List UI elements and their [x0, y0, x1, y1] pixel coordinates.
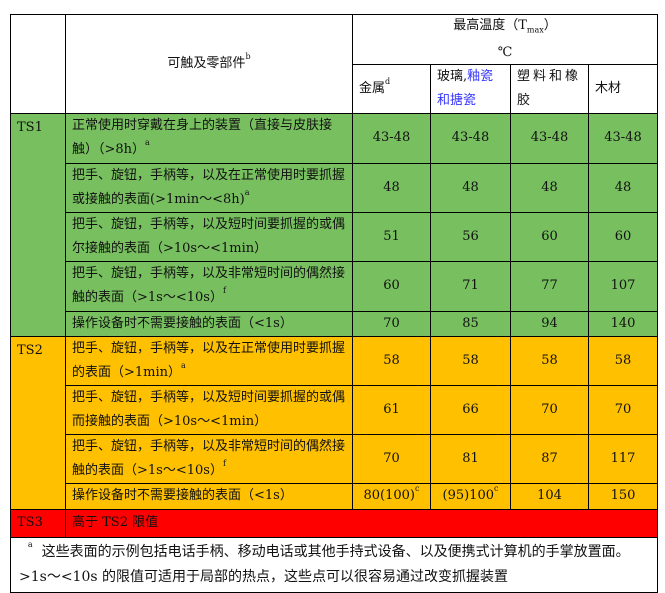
material-wood: 木材	[588, 63, 658, 114]
ts3-row: TS3 高于 TS2 限值	[10, 508, 658, 538]
temp-value: 58	[352, 335, 431, 386]
temp-value: 48	[588, 162, 658, 213]
table-row: TS1 正常使用时穿戴在身上的装置（直接与皮肤接触）（>8h）a 43-48 43-4…	[10, 112, 658, 337]
temp-value: 43-48	[352, 112, 431, 164]
temp-value: 48	[430, 162, 511, 213]
temp-value: 70	[510, 384, 589, 435]
temp-value: 70	[352, 310, 431, 337]
temp-value: 94	[510, 310, 589, 337]
table-row: 把手、旋钮，手柄等，以及在正常使用时要抓握或接触的表面(>1min～<8h)a 4…	[11, 162, 658, 213]
temp-value: 107	[588, 260, 658, 312]
temp-value: 71	[430, 260, 511, 312]
footnote: a 这些表面的示例包括电话手柄、移动电话或其他手持式设备、以及便携式计算机的手掌…	[10, 536, 658, 593]
temp-value: 61	[352, 384, 431, 435]
temp-value: 58	[510, 335, 589, 386]
temp-value: 48	[510, 162, 589, 213]
temp-value: 60	[588, 211, 658, 262]
tmax-header: 最高温度（Tmax） ℃	[352, 14, 658, 65]
temp-value: 70	[352, 433, 431, 484]
temp-value: 104	[510, 482, 589, 510]
temp-value: 80(100)c	[352, 482, 431, 510]
part-desc: 把手、旋钮，手柄等，以及非常短时间的偶然接触的表面（>1s～<10s）f	[65, 433, 353, 484]
temp-value: 87	[510, 433, 589, 484]
temp-value: 58	[588, 335, 658, 386]
temp-value: (95)100c	[430, 482, 511, 510]
temp-value: 85	[430, 310, 511, 337]
temp-value: 43-48	[588, 112, 658, 164]
part-desc: 操作设备时不需要接触的表面（<1s）	[65, 310, 353, 337]
temp-value: 43-48	[430, 112, 511, 164]
table-row: TS2 把手、旋钮，手柄等，以及在正常使用时要抓握的表面（>1min）a 58 58 5…	[10, 335, 658, 510]
table-row: 操作设备时不需要接触的表面（<1s） 80(100)c (95)100c 104 150	[11, 482, 658, 510]
level-label: TS3	[10, 508, 66, 538]
level-label: TS1	[10, 112, 66, 337]
level-header-cell	[10, 14, 66, 114]
temp-value: 70	[588, 384, 658, 435]
temp-value: 81	[430, 433, 511, 484]
part-desc: 把手、旋钮，手柄等，以及在正常使用时要抓握或接触的表面(>1min～<8h)a	[65, 162, 353, 213]
temp-value: 51	[352, 211, 431, 262]
material-glass: 玻璃,釉瓷和搪瓷	[430, 63, 511, 114]
part-desc: 把手、旋钮，手柄等，以及在正常使用时要抓握的表面（>1min）a	[65, 335, 353, 386]
unit-label: ℃	[497, 44, 513, 60]
part-desc: 操作设备时不需要接触的表面（<1s）	[65, 482, 353, 510]
part-desc: 把手、旋钮，手柄等，以及短时间要抓握的或偶尔接触的表面（>10s～<1min）	[65, 211, 353, 262]
level-label: TS2	[10, 335, 66, 510]
table-row: 操作设备时不需要接触的表面（<1s） 70 85 94 140	[11, 310, 658, 337]
temp-value: 58	[430, 335, 511, 386]
ts3-desc: 高于 TS2 限值	[65, 508, 658, 538]
temp-value: 150	[588, 482, 658, 510]
table-row: 把手、旋钮，手柄等，以及短时间要抓握的或偶而接触的表面（>10s～<1min） 6…	[11, 384, 658, 435]
table-row: 把手、旋钮，手柄等，以及短时间要抓握的或偶尔接触的表面（>10s～<1min） 5…	[11, 211, 658, 262]
temperature-limits-table: 可触及零部件b 最高温度（Tmax） ℃ 金属d 玻璃,釉瓷和搪瓷 塑料和橡胶 …	[10, 14, 658, 593]
temp-value: 48	[352, 162, 431, 213]
temp-value: 66	[430, 384, 511, 435]
temp-value: 43-48	[510, 112, 589, 164]
temp-value: 117	[588, 433, 658, 484]
parts-header: 可触及零部件b	[65, 14, 353, 114]
temp-value: 60	[352, 260, 431, 312]
temp-value: 77	[510, 260, 589, 312]
part-desc: 把手、旋钮，手柄等，以及短时间要抓握的或偶而接触的表面（>10s～<1min）	[65, 384, 353, 435]
material-plastic: 塑料和橡胶	[510, 63, 589, 114]
temp-value: 140	[588, 310, 658, 337]
temp-value: 56	[430, 211, 511, 262]
table-row: 把手、旋钮，手柄等，以及非常短时间的偶然接触的表面（>1s～<10s）f 60 71…	[11, 260, 658, 312]
part-desc: 正常使用时穿戴在身上的装置（直接与皮肤接触）（>8h）a	[65, 112, 353, 164]
part-desc: 把手、旋钮，手柄等，以及非常短时间的偶然接触的表面（>1s～<10s）f	[65, 260, 353, 312]
material-metal: 金属d	[352, 63, 431, 114]
temp-value: 60	[510, 211, 589, 262]
table-row: 把手、旋钮，手柄等，以及非常短时间的偶然接触的表面（>1s～<10s）f 70 81…	[11, 433, 658, 484]
